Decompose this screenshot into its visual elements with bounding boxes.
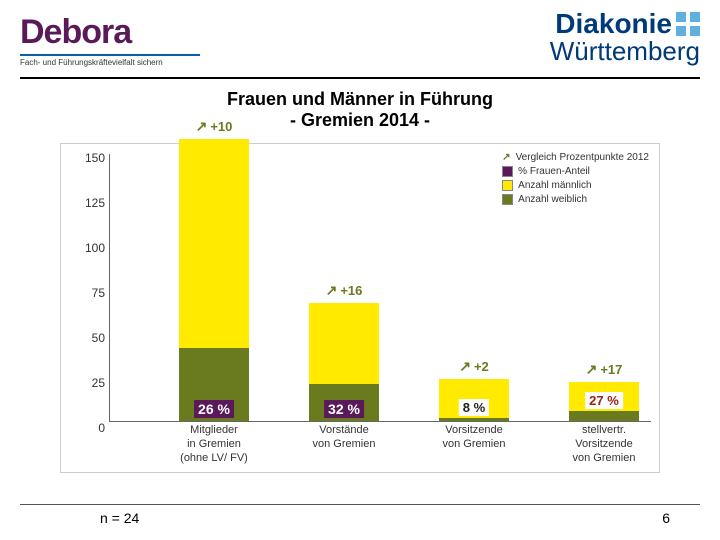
page-number: 6 xyxy=(662,510,670,526)
arrow-up-icon: ↗ xyxy=(196,118,208,135)
delta-label: ↗+17 xyxy=(586,361,623,378)
footer: n = 24 6 xyxy=(0,510,720,526)
header-rule xyxy=(20,77,700,79)
legend-row: Anzahl männlich xyxy=(502,180,649,191)
y-tick: 75 xyxy=(92,286,105,300)
logo-debora-underline xyxy=(20,54,200,56)
pct-label: 27 % xyxy=(585,392,623,409)
pct-label: 32 % xyxy=(324,400,364,418)
y-axis: 0255075100125150 xyxy=(61,154,109,422)
logo-debora: Debora Fach- und Führungskräftevielfalt … xyxy=(20,13,200,67)
title-line2: - Gremien 2014 - xyxy=(0,110,720,131)
logo-diakonie: Diakonie Württemberg xyxy=(550,8,700,67)
pct-label: 26 % xyxy=(194,400,234,418)
logo-debora-text: Debora xyxy=(20,13,200,52)
y-axis-line xyxy=(109,154,110,422)
cross-icon xyxy=(676,12,700,36)
logo-diakonie-bot: Württemberg xyxy=(550,36,700,67)
delta-label: ↗+10 xyxy=(196,118,233,135)
x-label: Vorsitzendevon Gremien xyxy=(419,424,529,452)
legend-row: ↗Vergleich Prozentpunkte 2012 xyxy=(502,152,649,163)
legend: ↗Vergleich Prozentpunkte 2012 % Frauen-An… xyxy=(502,152,649,208)
slide-title: Frauen und Männer in Führung - Gremien 2… xyxy=(0,89,720,131)
y-tick: 150 xyxy=(85,151,105,165)
x-axis-line xyxy=(109,421,651,422)
x-label: Mitgliederin Gremien(ohne LV/ FV) xyxy=(159,424,269,465)
chart: 0255075100125150 26 %↗+1032 %↗+168 %↗+22… xyxy=(60,143,660,473)
n-label: n = 24 xyxy=(100,510,139,526)
arrow-up-icon: ↗ xyxy=(586,361,598,378)
legend-row: % Frauen-Anteil xyxy=(502,166,649,177)
x-label: stellvertr.Vorsitzendevon Gremien xyxy=(549,424,659,465)
y-tick: 125 xyxy=(85,196,105,210)
arrow-up-icon: ↗ xyxy=(459,358,471,375)
logo-debora-tagline: Fach- und Führungskräftevielfalt sichern xyxy=(20,58,200,67)
x-label: Vorständevon Gremien xyxy=(289,424,399,452)
arrow-up-icon: ↗ xyxy=(326,282,338,299)
header: Debora Fach- und Führungskräftevielfalt … xyxy=(0,0,720,73)
y-tick: 100 xyxy=(85,241,105,255)
legend-swatch xyxy=(502,194,513,205)
y-tick: 25 xyxy=(92,376,105,390)
x-axis: Mitgliederin Gremien(ohne LV/ FV) Vorstän… xyxy=(109,424,651,470)
y-tick: 50 xyxy=(92,331,105,345)
legend-row: Anzahl weiblich xyxy=(502,194,649,205)
arrow-up-icon: ↗ xyxy=(502,152,510,163)
y-tick: 0 xyxy=(98,421,105,435)
footer-rule xyxy=(20,504,700,505)
pct-label: 8 % xyxy=(459,399,489,416)
legend-swatch xyxy=(502,180,513,191)
delta-label: ↗+16 xyxy=(326,282,363,299)
delta-label: ↗+2 xyxy=(459,358,489,375)
title-line1: Frauen und Männer in Führung xyxy=(0,89,720,110)
legend-swatch xyxy=(502,166,513,177)
